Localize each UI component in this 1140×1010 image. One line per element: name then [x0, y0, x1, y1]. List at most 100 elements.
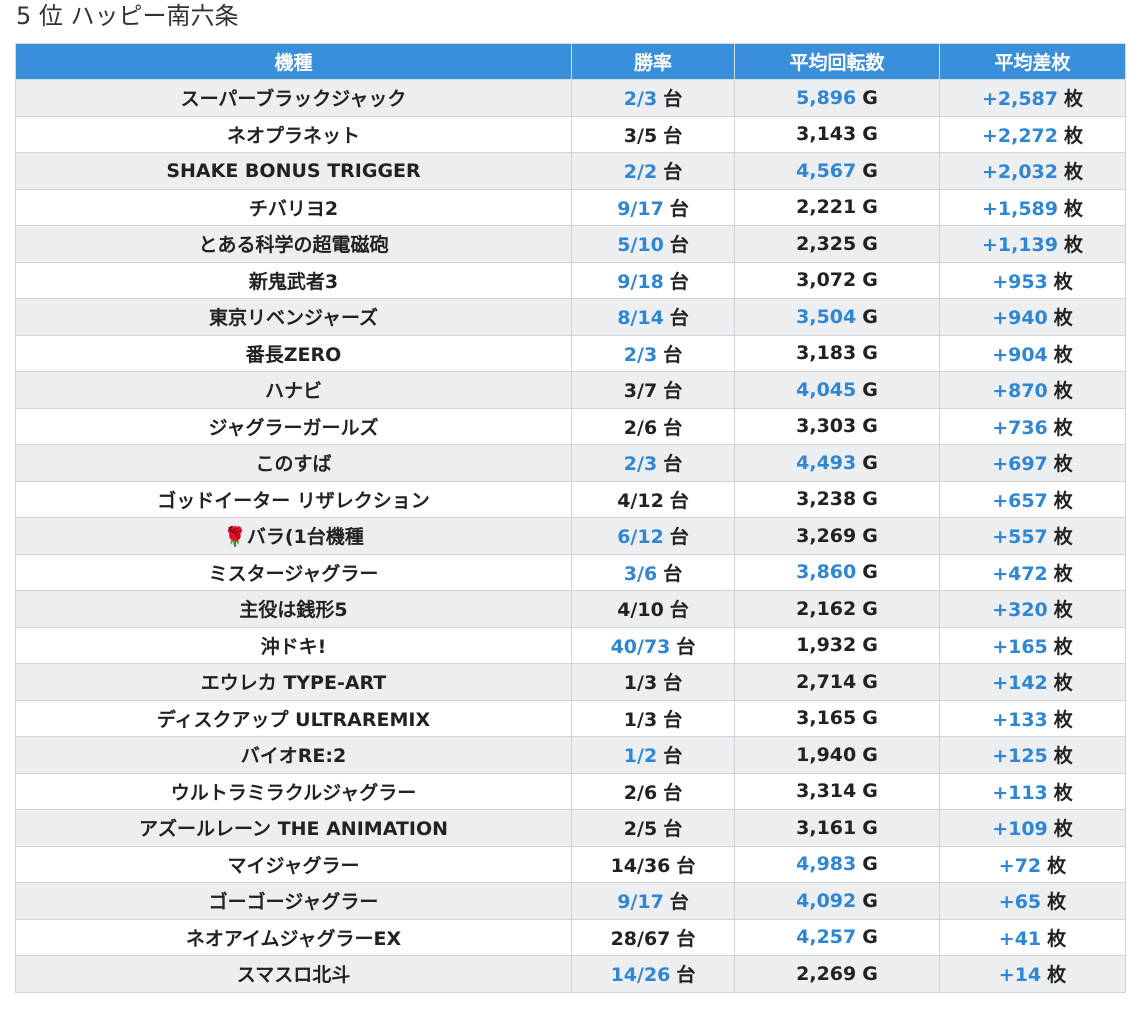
unit: G	[862, 524, 878, 547]
name-text: ゴッドイーター リザレクション	[157, 489, 430, 512]
machine-name: SHAKE BONUS TRIGGER	[15, 152, 572, 190]
machine-name: 主役は銭形5	[15, 590, 572, 628]
stat-cell: 3,183 G	[734, 334, 940, 372]
stat-value: +142	[992, 672, 1048, 695]
machine-name: 🌹バラ(1台機種	[15, 517, 572, 555]
name-text: 新鬼武者3	[248, 270, 339, 293]
stat-cell: 2,162 G	[734, 590, 940, 628]
unit: 台	[663, 380, 683, 403]
stat-cell: 3,504 G	[734, 298, 940, 336]
machine-name: このすば	[15, 444, 572, 482]
name-text: 主役は銭形5	[239, 599, 348, 622]
stat-value: 40/73	[610, 635, 671, 658]
table-row: ハナビ 3/7 台 4,045 G +870 枚	[15, 371, 1126, 409]
machine-name: マイジャグラー	[15, 845, 572, 883]
unit: 台	[669, 489, 689, 512]
stat-cell: 3,269 G	[734, 517, 940, 555]
stat-cell: 14/36 台	[571, 845, 735, 883]
table-row: スーパーブラックジャック 2/3 台 5,896 G +2,587 枚	[15, 79, 1126, 117]
stat-cell: +953 枚	[939, 261, 1126, 299]
stat-cell: 1/3 台	[571, 663, 735, 701]
table-row: スマスロ北斗 14/26 台 2,269 G +14 枚	[15, 955, 1126, 993]
stat-value: 1/3	[623, 672, 658, 695]
stat-cell: +557 枚	[939, 517, 1126, 555]
stat-cell: +2,272 枚	[939, 115, 1126, 153]
table-row: チバリヨ2 9/17 台 2,221 G +1,589 枚	[15, 188, 1126, 226]
stat-value: 2/6	[623, 781, 658, 804]
stat-cell: 5/10 台	[571, 225, 735, 263]
stat-value: 1,940	[796, 743, 857, 766]
column-header: 平均差枚	[939, 43, 1126, 80]
table-row: ミスタージャグラー 3/6 台 3,860 G +472 枚	[15, 553, 1126, 591]
stat-value: 2,162	[796, 597, 857, 620]
name-text: ミスタージャグラー	[208, 562, 379, 585]
stat-value: +940	[992, 307, 1048, 330]
stat-value: 3/5	[623, 124, 658, 147]
table-row: ゴッドイーター リザレクション 4/12 台 3,238 G +657 枚	[15, 480, 1126, 518]
stat-value: 14/26	[610, 964, 671, 987]
machine-name: ゴーゴージャグラー	[15, 882, 572, 920]
stat-value: 3,303	[796, 415, 857, 438]
stat-value: 3,183	[796, 342, 857, 365]
name-text: とある科学の超電磁砲	[198, 234, 389, 257]
unit: 枚	[1053, 818, 1073, 841]
stat-cell: +41 枚	[939, 918, 1126, 956]
table-row: とある科学の超電磁砲 5/10 台 2,325 G +1,139 枚	[15, 225, 1126, 263]
unit: G	[862, 488, 878, 511]
stat-value: 2,714	[796, 670, 857, 693]
unit: G	[862, 816, 878, 839]
stat-cell: 4,092 G	[734, 882, 940, 920]
unit: 枚	[1053, 599, 1073, 622]
unit: G	[862, 196, 878, 219]
stat-value: 1,932	[796, 634, 857, 657]
stat-cell: 4,045 G	[734, 371, 940, 409]
stat-value: 3,504	[796, 305, 857, 328]
table-row: ディスクアップ ULTRAREMIX 1/3 台 3,165 G +133 枚	[15, 699, 1126, 737]
machine-name: ミスタージャグラー	[15, 553, 572, 591]
stat-cell: 8/14 台	[571, 298, 735, 336]
stat-cell: 3,072 G	[734, 261, 940, 299]
stat-value: 3/6	[623, 562, 658, 585]
stat-value: +125	[992, 745, 1048, 768]
machine-name: バイオRE:2	[15, 736, 572, 774]
stat-value: 2,325	[796, 232, 857, 255]
stat-value: +14	[998, 964, 1042, 987]
machine-name: ディスクアップ ULTRAREMIX	[15, 699, 572, 737]
column-header: 平均回転数	[734, 43, 940, 80]
stat-value: +472	[992, 562, 1048, 585]
stat-value: 1/2	[623, 745, 658, 768]
stat-cell: 3/7 台	[571, 371, 735, 409]
name-text: ジャグラーガールズ	[208, 416, 379, 439]
stat-cell: +125 枚	[939, 736, 1126, 774]
unit: 枚	[1047, 854, 1067, 877]
unit: G	[862, 232, 878, 255]
unit: G	[862, 123, 878, 146]
unit: 枚	[1053, 453, 1073, 476]
stat-cell: 40/73 台	[571, 626, 735, 664]
stat-cell: 3,238 G	[734, 480, 940, 518]
machine-name: スーパーブラックジャック	[15, 79, 572, 117]
stat-cell: 2,714 G	[734, 663, 940, 701]
column-header: 勝率	[571, 43, 735, 80]
stat-value: 2,221	[796, 196, 857, 219]
stat-value: 2/3	[623, 88, 658, 111]
machine-name: ゴッドイーター リザレクション	[15, 480, 572, 518]
machine-name: ネオアイムジャグラーEX	[15, 918, 572, 956]
stat-value: 14/36	[610, 854, 671, 877]
unit: 台	[663, 562, 683, 585]
stat-value: 8/14	[617, 307, 664, 330]
unit: G	[862, 889, 878, 912]
table-row: 沖ドキ! 40/73 台 1,932 G +165 枚	[15, 626, 1126, 664]
table-row: ウルトラミラクルジャグラー 2/6 台 3,314 G +113 枚	[15, 772, 1126, 810]
stat-cell: 3,860 G	[734, 553, 940, 591]
unit: 枚	[1047, 964, 1067, 987]
stat-cell: +165 枚	[939, 626, 1126, 664]
unit: 枚	[1053, 635, 1073, 658]
stat-cell: 3,314 G	[734, 772, 940, 810]
stat-cell: 4,493 G	[734, 444, 940, 482]
stat-value: +870	[992, 380, 1048, 403]
ranking-table: 機種 勝率 平均回転数 平均差枚 スーパーブラックジャック 2/3 台 5,896 G +2,5…	[15, 43, 1126, 993]
name-text: ネオプラネット	[226, 124, 360, 147]
unit: G	[862, 780, 878, 803]
